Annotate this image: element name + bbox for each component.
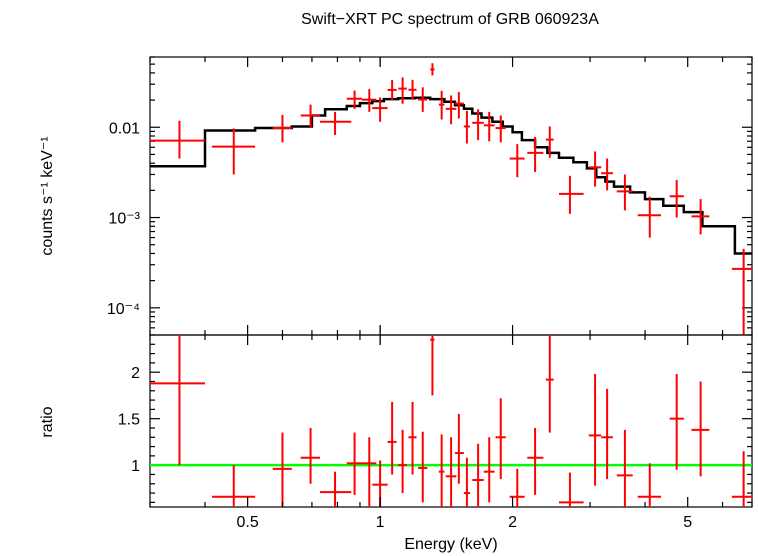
data-point — [387, 79, 397, 101]
ratio-point — [300, 427, 320, 484]
ratio-point — [509, 468, 525, 507]
data-point — [463, 110, 470, 144]
data-point — [319, 111, 352, 136]
data-point — [495, 115, 506, 143]
bottom-panel: 11.52 ratio — [39, 334, 753, 508]
data-point — [527, 136, 544, 172]
data-point — [438, 90, 445, 120]
ratio-point — [398, 429, 407, 494]
data-point — [637, 196, 662, 238]
data-point — [559, 175, 584, 214]
bottom-y-axis: 11.52 — [118, 343, 752, 503]
data-point — [545, 126, 554, 158]
data-point — [372, 97, 388, 122]
data-point — [588, 151, 602, 187]
ratio-point — [559, 472, 584, 507]
ratio-point — [731, 451, 752, 507]
ratio-point — [463, 457, 470, 507]
y-tick-label: 0.01 — [109, 120, 140, 137]
ratio-point — [212, 465, 256, 507]
y-tick-label: 1 — [131, 458, 140, 475]
ratio-point — [455, 414, 464, 484]
data-point — [616, 174, 633, 211]
model-curve — [150, 96, 752, 255]
ratio-point — [272, 432, 292, 507]
data-point — [691, 199, 710, 235]
ratio-point — [601, 388, 613, 480]
data-points-bottom — [150, 335, 752, 507]
x-tick-label: 2 — [508, 514, 517, 531]
data-point — [472, 109, 484, 141]
ratio-point — [669, 374, 684, 470]
x-tick-label: 1 — [376, 514, 385, 531]
x-tick-label: 5 — [683, 514, 692, 531]
data-point — [212, 128, 256, 175]
ratio-point — [483, 437, 495, 503]
data-point — [455, 92, 464, 119]
data-point — [272, 114, 292, 143]
data-point — [669, 180, 684, 218]
data-point — [731, 248, 752, 335]
ratio-point — [637, 463, 662, 507]
ratio-point — [319, 471, 352, 507]
ratio-point — [495, 398, 506, 480]
data-point — [483, 111, 495, 142]
x-axis-label: Energy (keV) — [404, 536, 497, 553]
y-tick-label: 2 — [131, 365, 140, 382]
data-point — [601, 158, 613, 191]
y-tick-label: 1.5 — [118, 412, 140, 429]
ratio-point — [408, 401, 417, 475]
ratio-point — [616, 429, 633, 507]
ratio-point — [362, 437, 377, 507]
data-point — [430, 63, 435, 76]
ratio-point — [545, 335, 554, 433]
data-point — [362, 89, 377, 112]
top-y-axis: 0.01 10⁻³ 10⁻⁴ — [107, 56, 752, 336]
ratio-point — [346, 432, 363, 495]
data-point — [398, 77, 407, 104]
x-tick-label: 0.5 — [237, 514, 259, 531]
ratio-point — [527, 427, 544, 495]
y-tick-label: 10⁻³ — [108, 211, 140, 228]
chart-title: Swift−XRT PC spectrum of GRB 060923A — [301, 11, 599, 28]
ratio-point — [387, 401, 397, 475]
data-points-top — [150, 63, 752, 335]
x-axis: 0.5 1 2 5 — [149, 57, 753, 531]
y-tick-label: 10⁻⁴ — [107, 301, 140, 318]
ratio-point — [418, 431, 428, 503]
data-point — [509, 144, 525, 178]
ratio-point — [445, 437, 457, 507]
top-panel: 0.01 10⁻³ 10⁻⁴ counts s⁻¹ keV⁻¹ — [39, 56, 753, 336]
ratio-point — [691, 381, 710, 477]
bottom-y-axis-label: ratio — [39, 406, 56, 437]
ratio-point — [150, 335, 205, 466]
ratio-point — [588, 374, 602, 486]
data-point — [300, 104, 320, 129]
ratio-point — [430, 335, 435, 396]
ratio-point — [472, 443, 484, 507]
top-y-axis-label: counts s⁻¹ keV⁻¹ — [39, 136, 56, 255]
data-point — [408, 79, 417, 100]
model-step-line — [150, 96, 752, 255]
data-point — [150, 120, 205, 159]
data-point — [445, 95, 457, 125]
data-point — [418, 87, 428, 112]
data-point — [346, 90, 363, 109]
ratio-point — [438, 434, 445, 507]
